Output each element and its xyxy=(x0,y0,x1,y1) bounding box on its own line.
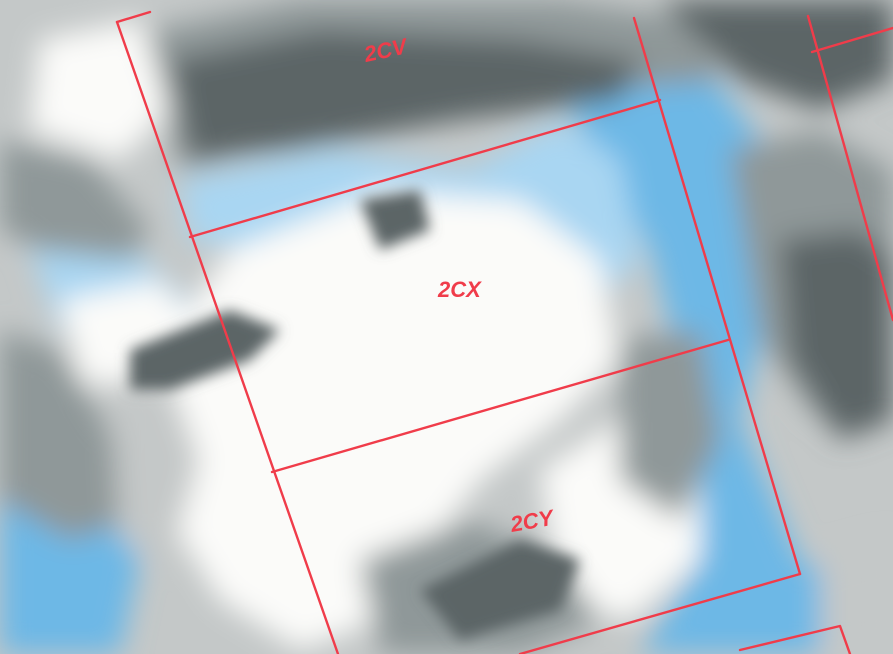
parcel-boundaries xyxy=(115,10,893,654)
parcel-boundary-east xyxy=(632,16,802,576)
cloud-area xyxy=(140,190,620,650)
ridge xyxy=(130,310,280,390)
ridge xyxy=(660,0,893,110)
parcel-boundary-2cy-south xyxy=(518,572,802,654)
parcel-boundary-2cx-2cy xyxy=(270,338,730,474)
ridge xyxy=(360,190,430,250)
ridge xyxy=(820,540,893,654)
ridge xyxy=(0,140,150,260)
parcel-label-2cx: 2CX xyxy=(437,277,482,302)
parcel-boundary-2cv-2cx xyxy=(188,98,662,239)
ridge xyxy=(0,330,130,540)
water-patch xyxy=(560,60,893,654)
parcel-boundary-northeast xyxy=(810,26,893,54)
ridge xyxy=(110,380,200,560)
ridge xyxy=(170,30,640,160)
cloud-area xyxy=(30,20,170,160)
parcel-boundary-southeast xyxy=(738,624,852,654)
ridge xyxy=(620,330,720,520)
ridge xyxy=(780,230,893,440)
parcel-boundary-west xyxy=(115,20,340,654)
parcel-boundary-far-east xyxy=(806,14,893,322)
parcel-boundary-corner xyxy=(115,10,152,24)
ridge xyxy=(420,540,580,640)
